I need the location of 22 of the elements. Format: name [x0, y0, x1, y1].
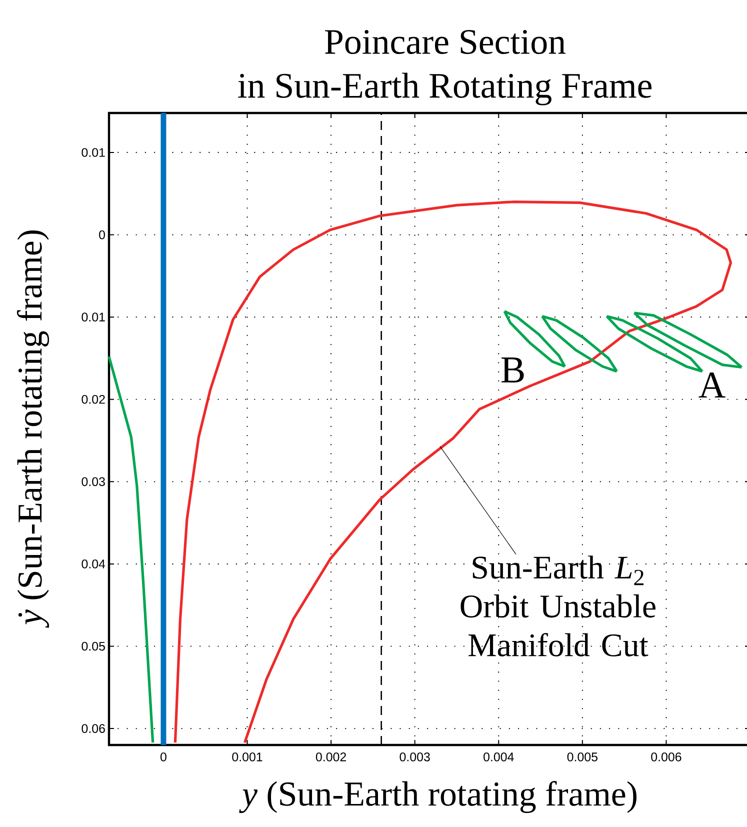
- annotation: Sun-Earth L$_{2}$ Orbit Unstable Manifold Cut: [460, 556, 656, 656]
- y-axis-title: ẏ (Sun-Earth rotating frame): [16, 230, 50, 628]
- x-tick-label: 0.005: [567, 752, 598, 762]
- y-tick-label: 0.05: [82, 642, 105, 651]
- x-tick-label: 0.001: [232, 752, 262, 762]
- annotation: A: [698, 372, 726, 398]
- x-tick-label: 0.003: [400, 752, 430, 762]
- x-tick-label: 0.004: [484, 752, 514, 762]
- chart-title: Poincare Section: [325, 30, 566, 54]
- y-tick-label: 0.02: [82, 394, 105, 404]
- chart-subtitle: in Sun-Earth Rotating Frame: [238, 72, 652, 106]
- x-tick-label: 0.006: [651, 752, 682, 762]
- y-tick-label: 0.04: [82, 560, 106, 568]
- y-tick-label: 0.01: [82, 148, 105, 157]
- x-tick-label: 0: [160, 752, 166, 762]
- y-tick-label: 0.06: [82, 724, 105, 733]
- y-tick-label: 0.03: [82, 477, 105, 486]
- y-tick-label: 0: [99, 230, 105, 240]
- annotation: B: [501, 358, 524, 382]
- y-tick-label: 0.01: [82, 312, 105, 322]
- x-tick-label: 0.002: [316, 752, 346, 762]
- x-axis-title: y (Sun-Earth rotating frame): [239, 780, 636, 814]
